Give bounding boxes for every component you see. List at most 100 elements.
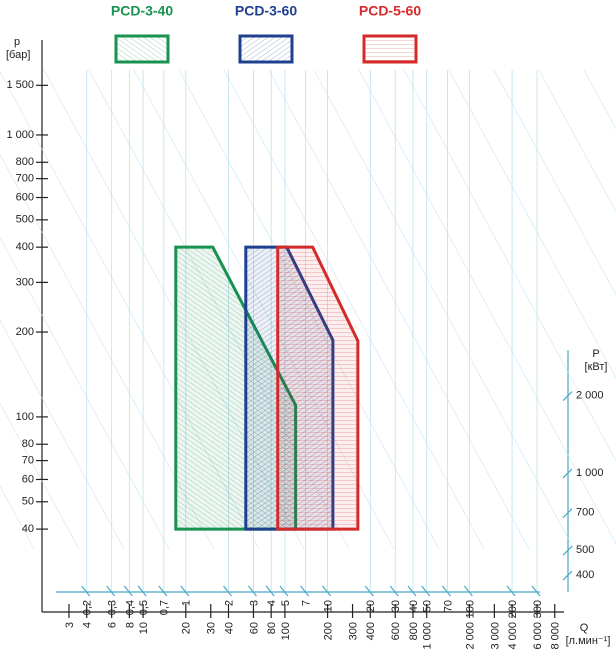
x2-tick-label: 70: [442, 600, 454, 612]
x-tick-label: 600: [390, 622, 402, 640]
x2-tick: [364, 585, 374, 597]
x-tick-label: 300: [347, 622, 359, 640]
x-tick-label: 20: [181, 622, 193, 634]
y-tick-label: 800: [16, 156, 34, 168]
y-tick-label: 700: [16, 173, 34, 185]
y-tick-label: 200: [16, 326, 34, 338]
x2-tick-label: 7: [301, 600, 313, 606]
x-tick-label: 4: [82, 622, 94, 628]
x-tick-label: 10: [138, 622, 150, 634]
y-tick-label: 600: [16, 191, 34, 203]
x2-tick: [531, 585, 541, 597]
x2-tick: [463, 585, 473, 597]
x2-tick-label: 50: [422, 600, 434, 612]
y-tick-label: 80: [22, 438, 34, 450]
y-tick-label: 400: [16, 241, 34, 253]
x2-tick-label: 2: [223, 600, 235, 606]
x2-tick-label: 5: [280, 600, 292, 606]
x-tick-label: 200: [322, 622, 334, 640]
y2-unit: [кВт]: [585, 361, 608, 373]
x2-tick-label: 4: [266, 600, 278, 606]
x2-tick: [441, 585, 451, 597]
x2-tick-label: 10: [322, 600, 334, 612]
y2-tick: [562, 508, 573, 519]
y-tick-label: 500: [16, 214, 34, 226]
legend-swatch: [362, 34, 418, 64]
x-tick-label: 6: [107, 622, 119, 628]
x-label: Q: [580, 622, 589, 634]
guide-line: [538, 69, 616, 213]
x-tick-label: 80: [266, 622, 278, 634]
guide-line: [358, 69, 616, 545]
y2-tick: [562, 570, 573, 581]
guide-line: [448, 69, 616, 379]
x2-tick: [180, 585, 190, 597]
x-tick-label: 400: [365, 622, 377, 640]
y-tick-label: 40: [22, 523, 34, 535]
x-tick-label: 4 000: [507, 622, 519, 650]
x-unit: [л.мин⁻¹]: [566, 635, 611, 647]
y-tick-label: 300: [16, 276, 34, 288]
guide-line: [0, 319, 125, 550]
y-tick-label: 60: [22, 473, 34, 485]
legend-text: PCD-3-40: [111, 3, 173, 19]
y2-tick-label: 700: [576, 507, 594, 519]
y-tick-label: 100: [16, 411, 34, 423]
y2-tick-label: 400: [576, 569, 594, 581]
x2-tick-label: 1: [181, 600, 193, 606]
x2-tick: [265, 585, 275, 597]
guide-line: [0, 154, 215, 550]
x2-tick-label: 0,3: [107, 600, 119, 615]
y-label: p: [14, 36, 20, 48]
x2-tick: [81, 585, 91, 597]
x2-tick-label: 200: [507, 600, 519, 618]
y2-tick-label: 1 000: [576, 467, 604, 479]
x2-tick-label: 300: [532, 600, 544, 618]
guide-line: [313, 69, 575, 550]
legend-text: PCD-5-60: [359, 3, 421, 19]
x2-tick: [223, 585, 232, 597]
y-tick-label: 1 000: [6, 129, 34, 141]
x2-tick-label: 0,4: [124, 600, 136, 615]
y-tick-label: 70: [22, 454, 34, 466]
guide-line: [0, 237, 170, 550]
x-tick-label: 3: [64, 622, 76, 628]
x-tick-label: 8: [124, 622, 136, 628]
y-tick-label: 50: [22, 496, 34, 508]
x2-tick-label: 0,7: [159, 600, 171, 615]
y-unit: [бар]: [6, 49, 30, 61]
x2-tick-label: 0,2: [82, 600, 94, 615]
x-tick-label: 8 000: [550, 622, 562, 650]
x-tick-label: 1 000: [422, 622, 434, 650]
guide-line: [0, 402, 80, 550]
region: [276, 245, 360, 531]
legend-swatch: [114, 34, 170, 64]
y2-tick: [562, 545, 573, 556]
x2-tick: [158, 585, 168, 597]
x2-tick: [137, 585, 147, 597]
legend-swatch: [238, 34, 294, 64]
x2-tick-label: 20: [365, 600, 377, 612]
x-tick-label: 800: [408, 622, 420, 640]
x2-tick: [407, 585, 417, 597]
y2-tick: [562, 468, 573, 479]
y2-label: P: [592, 348, 599, 360]
guide-line: [268, 69, 530, 550]
guide-line: [223, 69, 485, 550]
x-tick-label: 100: [280, 622, 292, 640]
x2-tick-label: 0,5: [138, 600, 150, 615]
x2-tick-label: 100: [464, 600, 476, 618]
x2-tick: [322, 585, 332, 597]
x-tick-label: 6 000: [532, 622, 544, 650]
legend-text: PCD-3-60: [235, 3, 297, 19]
x2-tick: [389, 585, 399, 597]
y2-tick-label: 500: [576, 544, 594, 556]
y-tick-label: 1 500: [6, 79, 34, 91]
x-tick-label: 2 000: [464, 622, 476, 650]
x2-tick: [247, 585, 257, 597]
y2-tick: [562, 391, 573, 402]
x-tick-label: 30: [206, 622, 218, 634]
x2-tick: [300, 585, 310, 597]
x-tick-label: 3 000: [489, 622, 501, 650]
